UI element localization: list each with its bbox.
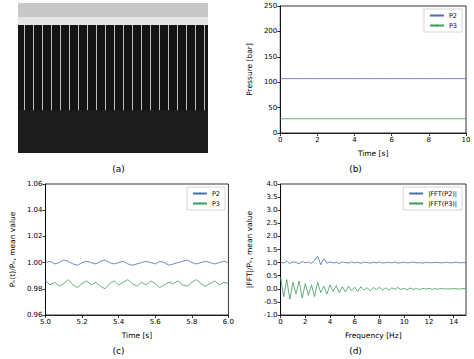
svg-text:0.0: 0.0 [266, 285, 277, 293]
svg-text:5.2: 5.2 [77, 318, 88, 326]
svg-text:|FFT(P2)|: |FFT(P2)| [428, 190, 457, 198]
svg-text:2: 2 [315, 136, 319, 144]
svg-text:0.98: 0.98 [27, 285, 43, 293]
svg-text:Time [s]: Time [s] [121, 331, 153, 340]
svg-text:1.0: 1.0 [266, 259, 277, 267]
svg-text:P2: P2 [449, 12, 457, 20]
svg-text:2.0: 2.0 [266, 232, 277, 240]
svg-text:4.0: 4.0 [266, 180, 277, 188]
svg-text:5.0: 5.0 [40, 318, 51, 326]
svg-text:4: 4 [352, 136, 357, 144]
html-text:(a): (a) [112, 164, 125, 174]
svg-text:Pressure [bar]: Pressure [bar] [245, 43, 254, 96]
svg-text:150: 150 [264, 53, 277, 61]
svg-text:4: 4 [328, 318, 333, 326]
svg-text:1.00: 1.00 [27, 259, 43, 267]
svg-text:5.4: 5.4 [113, 318, 125, 326]
svg-text:1.04: 1.04 [27, 206, 43, 214]
svg-text:3.0: 3.0 [266, 206, 277, 214]
svg-text:Pₖ(t)/Pₖ, mean value: Pₖ(t)/Pₖ, mean value [8, 211, 17, 287]
svg-text:0: 0 [273, 129, 277, 137]
svg-text:2.5: 2.5 [266, 219, 277, 227]
svg-text:6.0: 6.0 [223, 318, 234, 326]
svg-text:-0.5: -0.5 [264, 298, 278, 306]
svg-text:200: 200 [264, 27, 277, 35]
html-text:(b): (b) [349, 164, 362, 174]
svg-text:6: 6 [389, 136, 394, 144]
svg-text:14: 14 [449, 318, 458, 326]
svg-text:5.8: 5.8 [186, 318, 197, 326]
svg-text:0.5: 0.5 [266, 272, 277, 280]
svg-text:1.5: 1.5 [266, 246, 277, 254]
svg-text:|FFT|/Pₖ, mean value: |FFT|/Pₖ, mean value [245, 210, 254, 288]
svg-text:-1.0: -1.0 [264, 311, 278, 319]
svg-text:P2: P2 [212, 190, 220, 198]
svg-text:Frequency [Hz]: Frequency [Hz] [345, 331, 402, 340]
svg-text:100: 100 [264, 78, 277, 86]
svg-text:2: 2 [303, 318, 307, 326]
svg-text:0.96: 0.96 [26, 311, 43, 319]
svg-text:0: 0 [278, 136, 282, 144]
html-text:(d): (d) [349, 346, 362, 356]
svg-text:5.6: 5.6 [150, 318, 162, 326]
svg-text:250: 250 [264, 2, 277, 10]
svg-text:|FFT(P3)|: |FFT(P3)| [428, 200, 457, 208]
svg-text:1.06: 1.06 [27, 180, 43, 188]
svg-text:8: 8 [377, 318, 381, 326]
svg-text:0: 0 [278, 318, 282, 326]
svg-text:50: 50 [268, 104, 277, 112]
svg-text:P3: P3 [449, 22, 457, 30]
svg-text:8: 8 [427, 136, 431, 144]
svg-text:1.02: 1.02 [27, 232, 43, 240]
svg-text:P3: P3 [212, 200, 220, 208]
svg-text:12: 12 [424, 318, 433, 326]
svg-text:10: 10 [462, 136, 471, 144]
svg-text:Time [s]: Time [s] [357, 149, 389, 158]
html-text:(c): (c) [112, 346, 125, 356]
svg-text:3.5: 3.5 [266, 193, 277, 201]
svg-text:6: 6 [353, 318, 358, 326]
svg-text:10: 10 [400, 318, 409, 326]
